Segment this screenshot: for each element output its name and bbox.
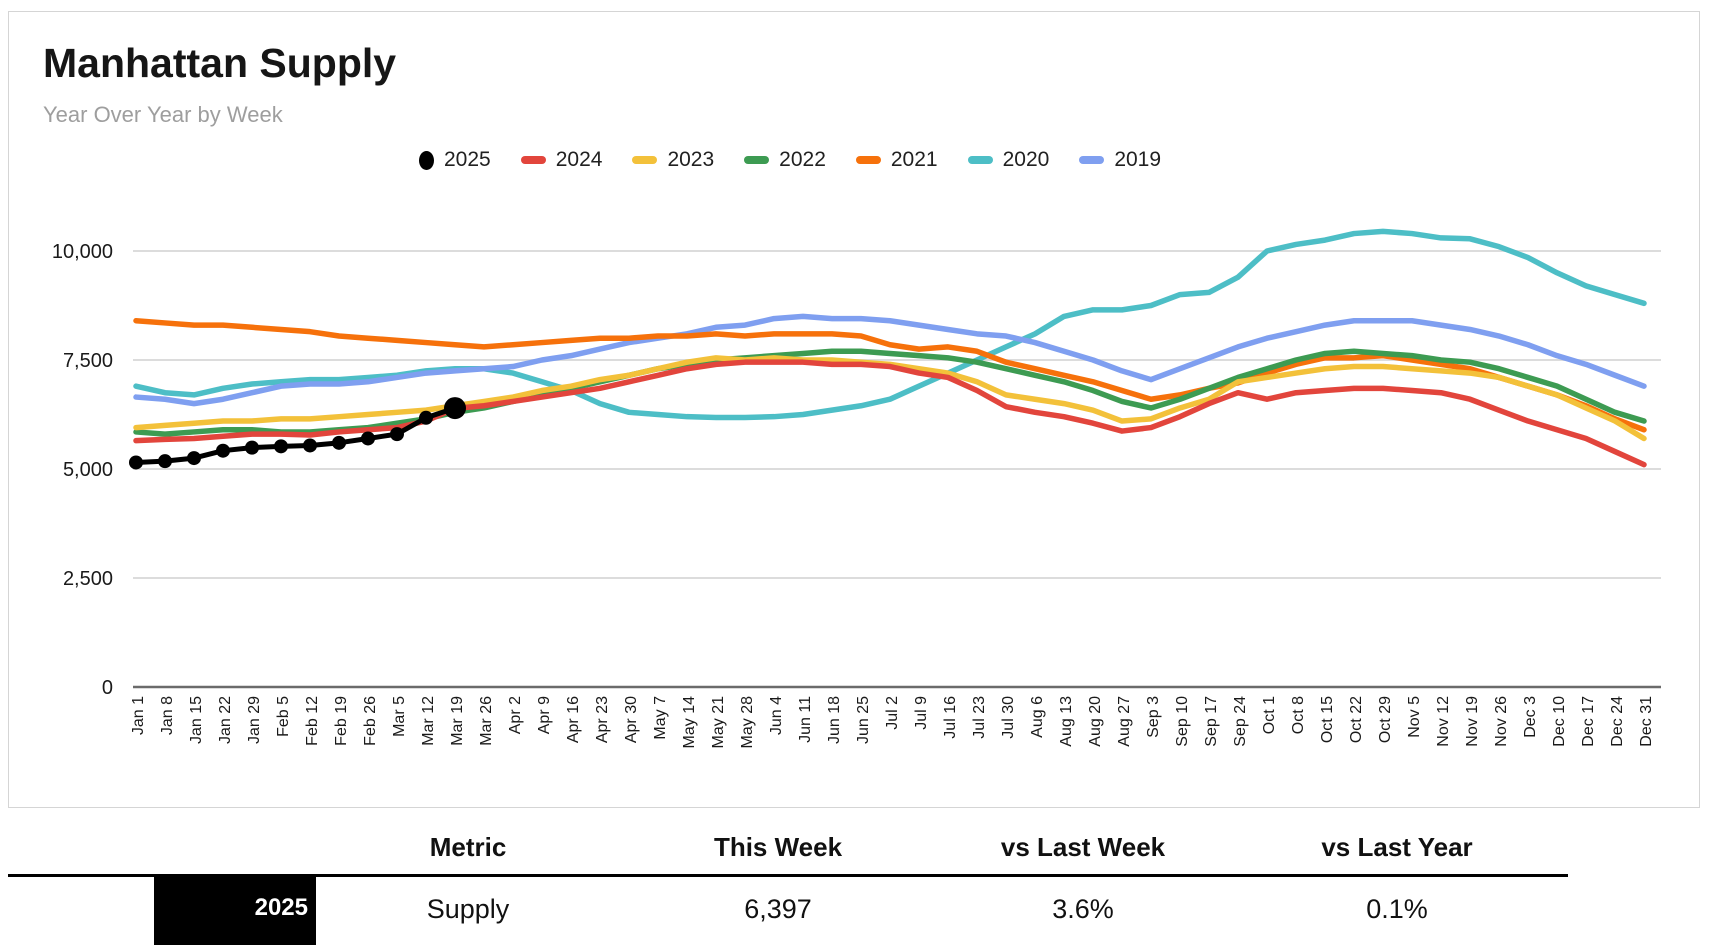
legend-marker-2019 [1079, 156, 1105, 164]
legend-marker-2021 [855, 156, 881, 164]
svg-text:Oct 29: Oct 29 [1377, 696, 1394, 743]
legend-marker-2023 [632, 156, 658, 164]
legend-marker-2022 [744, 156, 770, 164]
legend-label: 2020 [1002, 148, 1050, 171]
legend-label: 2023 [667, 148, 715, 171]
svg-text:Jun 4: Jun 4 [768, 696, 785, 735]
legend-item-2024[interactable]: 2024 [520, 148, 603, 172]
svg-text:Jul 2: Jul 2 [884, 696, 901, 730]
svg-text:Jan 29: Jan 29 [246, 696, 263, 744]
legend-item-2025[interactable]: 2025 [419, 148, 491, 172]
legend-item-2023[interactable]: 2023 [632, 148, 714, 172]
svg-text:Nov 19: Nov 19 [1464, 696, 1481, 747]
legend-label: 2021 [890, 148, 938, 171]
cell-metric: Supply [426, 894, 510, 924]
svg-text:Dec 3: Dec 3 [1522, 696, 1539, 738]
svg-text:Nov 12: Nov 12 [1435, 696, 1452, 747]
svg-text:Jan 15: Jan 15 [188, 696, 205, 744]
svg-text:Aug 6: Aug 6 [1029, 696, 1046, 738]
legend-item-2020[interactable]: 2020 [967, 148, 1050, 172]
svg-text:Apr 30: Apr 30 [623, 696, 640, 743]
svg-text:Feb 26: Feb 26 [362, 696, 379, 746]
svg-text:Nov 26: Nov 26 [1493, 696, 1510, 747]
svg-text:Mar 12: Mar 12 [420, 696, 437, 746]
svg-text:Jul 23: Jul 23 [971, 696, 988, 739]
svg-text:Aug 20: Aug 20 [1087, 696, 1104, 747]
svg-text:Apr 2: Apr 2 [507, 696, 524, 734]
cell-this-week: 6,397 [744, 894, 812, 924]
svg-text:2,500: 2,500 [63, 568, 113, 590]
legend-item-2022[interactable]: 2022 [744, 148, 826, 172]
svg-text:7,500: 7,500 [63, 350, 113, 372]
legend-label: 2022 [779, 148, 826, 171]
svg-text:Aug 27: Aug 27 [1116, 696, 1133, 747]
col-header-vs-last-week: vs Last Week [1000, 832, 1166, 862]
legend-item-2019[interactable]: 2019 [1079, 148, 1161, 172]
svg-text:Jun 18: Jun 18 [826, 696, 843, 744]
svg-text:Sep 10: Sep 10 [1174, 696, 1191, 747]
chart-title: Manhattan Supply [43, 40, 397, 86]
year-badge: 2025 [154, 877, 316, 945]
svg-text:Jan 1: Jan 1 [130, 696, 147, 735]
svg-text:May 7: May 7 [652, 696, 669, 740]
chart-card: Manhattan Supply Year Over Year by Week … [8, 11, 1700, 808]
svg-text:Feb 19: Feb 19 [333, 696, 350, 746]
legend-item-2021[interactable]: 2021 [855, 148, 938, 172]
svg-text:Mar 19: Mar 19 [449, 696, 466, 746]
chart-legend: 2025 2024 2023 2022 2021 2020 2019 [419, 148, 1161, 172]
svg-text:Sep 24: Sep 24 [1232, 696, 1249, 747]
svg-text:Aug 13: Aug 13 [1058, 696, 1075, 747]
svg-text:May 21: May 21 [710, 696, 727, 749]
svg-text:Jul 16: Jul 16 [942, 696, 959, 739]
svg-text:Mar 26: Mar 26 [478, 696, 495, 746]
cell-vs-last-week: 3.6% [1052, 894, 1114, 924]
svg-text:Feb 5: Feb 5 [275, 696, 292, 737]
svg-text:10,000: 10,000 [52, 241, 113, 263]
col-header-vs-last-year: vs Last Year [1321, 832, 1473, 862]
svg-text:Sep 3: Sep 3 [1145, 696, 1162, 738]
svg-text:Dec 10: Dec 10 [1551, 696, 1568, 747]
svg-text:Jul 30: Jul 30 [1000, 696, 1017, 739]
svg-text:Sep 17: Sep 17 [1203, 696, 1220, 747]
svg-text:Jul 9: Jul 9 [913, 696, 930, 730]
col-header-metric: Metric [429, 832, 507, 862]
table-row: 2025 Supply 6,397 3.6% 0.1% [0, 877, 1714, 945]
svg-text:5,000: 5,000 [63, 459, 113, 481]
svg-text:Dec 24: Dec 24 [1609, 696, 1626, 747]
legend-label: 2024 [555, 148, 603, 171]
svg-text:Jun 25: Jun 25 [855, 696, 872, 744]
chart-subtitle: Year Over Year by Week [43, 102, 283, 127]
svg-text:May 14: May 14 [681, 696, 698, 749]
svg-text:Apr 23: Apr 23 [594, 696, 611, 743]
svg-text:Feb 12: Feb 12 [304, 696, 321, 746]
table-divider [8, 874, 1568, 877]
svg-text:Mar 5: Mar 5 [391, 696, 408, 737]
svg-text:Oct 8: Oct 8 [1290, 696, 1307, 734]
svg-text:Jan 22: Jan 22 [217, 696, 234, 744]
legend-marker-2024 [520, 156, 546, 164]
svg-text:Apr 16: Apr 16 [565, 696, 582, 743]
svg-text:May 28: May 28 [739, 696, 756, 749]
svg-text:Oct 1: Oct 1 [1261, 696, 1278, 734]
legend-label: 2019 [1114, 148, 1162, 171]
svg-text:Jun 11: Jun 11 [797, 696, 814, 743]
svg-text:Oct 15: Oct 15 [1319, 696, 1336, 743]
svg-text:0: 0 [102, 677, 113, 699]
svg-text:Jan 8: Jan 8 [159, 696, 176, 735]
svg-text:Dec 31: Dec 31 [1638, 696, 1655, 747]
legend-marker-2020 [967, 156, 993, 164]
legend-label: 2025 [444, 148, 491, 171]
supply-chart: 0 2,500 5,000 7,500 10,000 Jan 1 Jan 8 Jan 15 Ja… [52, 228, 1661, 749]
svg-text:Oct 22: Oct 22 [1348, 696, 1365, 743]
cell-vs-last-year: 0.1% [1366, 894, 1428, 924]
legend-marker-2025 [419, 150, 434, 170]
svg-text:Dec 17: Dec 17 [1580, 696, 1597, 747]
col-header-this-week: This Week [713, 832, 843, 862]
svg-text:Nov 5: Nov 5 [1406, 696, 1423, 738]
svg-text:Apr 9: Apr 9 [536, 696, 553, 734]
